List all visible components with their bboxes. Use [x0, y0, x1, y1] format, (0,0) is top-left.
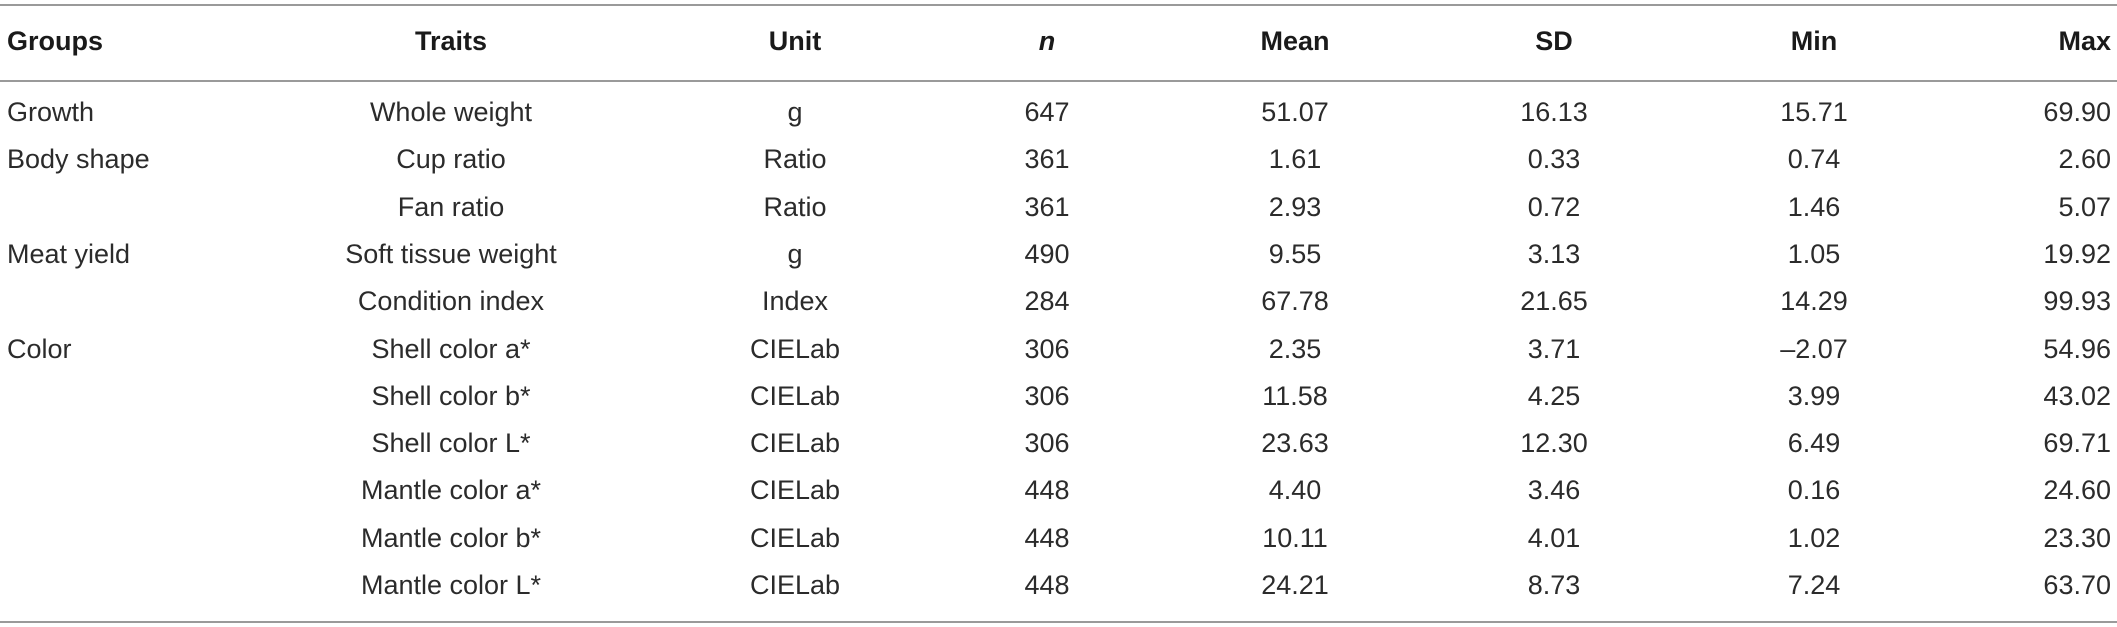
- cell-sd: 0.72: [1527, 191, 1581, 222]
- cell-trait: Shell color b*: [371, 380, 531, 411]
- cell-sd: 3.71: [1527, 333, 1581, 364]
- header-min: Min: [1790, 26, 1838, 56]
- cell-unit: Ratio: [763, 191, 827, 222]
- cell-n: 361: [1024, 191, 1070, 222]
- cell-max: 24.60: [2043, 475, 2111, 506]
- cell-sd: 12.30: [1520, 428, 1588, 459]
- bottom-rule: [0, 621, 2117, 623]
- cell-sd: 16.13: [1520, 97, 1588, 127]
- cell-sd: 0.33: [1527, 144, 1581, 175]
- header-n: n: [1038, 26, 1056, 56]
- header-trait: Traits: [414, 26, 488, 56]
- header-sd: SD: [1535, 26, 1573, 56]
- cell-unit: CIELab: [749, 380, 841, 411]
- cell-min: 15.71: [1780, 97, 1848, 127]
- group-label: Color: [7, 333, 72, 364]
- cell-unit: CIELab: [749, 333, 841, 364]
- cell-max: 54.96: [2043, 333, 2111, 364]
- cell-min: 6.49: [1787, 428, 1841, 459]
- cell-unit: CIELab: [749, 522, 841, 553]
- cell-trait: Shell color a*: [371, 333, 531, 364]
- cell-min: 1.46: [1787, 191, 1841, 222]
- cell-n: 490: [1024, 238, 1070, 269]
- cell-unit: Index: [761, 286, 829, 317]
- cell-n: 284: [1024, 286, 1070, 317]
- cell-min: 3.99: [1787, 380, 1841, 411]
- cell-min: 7.24: [1787, 570, 1841, 600]
- cell-n: 306: [1024, 428, 1070, 459]
- cell-unit: CIELab: [749, 475, 841, 506]
- cell-max: 23.30: [2043, 522, 2111, 553]
- cell-n: 448: [1024, 522, 1070, 553]
- cell-trait: Mantle color a*: [360, 475, 542, 506]
- cell-trait: Mantle color L*: [360, 570, 542, 600]
- cell-mean: 10.11: [1262, 522, 1328, 553]
- cell-sd: 3.13: [1527, 238, 1581, 269]
- cell-unit: CIELab: [749, 428, 841, 459]
- cell-mean: 23.63: [1261, 428, 1329, 459]
- cell-trait: Mantle color b*: [360, 522, 542, 553]
- cell-n: 647: [1024, 97, 1070, 127]
- cell-sd: 21.65: [1520, 286, 1588, 317]
- header-unit: Unit: [768, 26, 822, 56]
- cell-unit: Ratio: [763, 144, 827, 175]
- header-group: Groups: [7, 26, 104, 56]
- cell-mean: 4.40: [1268, 475, 1322, 506]
- cell-mean: 2.93: [1268, 191, 1322, 222]
- cell-max: 43.02: [2043, 380, 2111, 411]
- header-max: Max: [2058, 26, 2111, 56]
- cell-max: 69.71: [2043, 428, 2111, 459]
- group-label: Growth: [7, 97, 95, 127]
- cell-mean: 67.78: [1261, 286, 1329, 317]
- cell-mean: 2.35: [1268, 333, 1322, 364]
- cell-sd: 8.73: [1527, 570, 1581, 600]
- cell-max: 2.60: [2058, 144, 2111, 175]
- cell-n: 448: [1024, 475, 1070, 506]
- top-rule: [0, 4, 2117, 6]
- cell-max: 19.92: [2043, 238, 2111, 269]
- group-label: Body shape: [7, 144, 150, 175]
- cell-trait: Shell color L*: [371, 428, 531, 459]
- cell-max: 63.70: [2043, 570, 2111, 600]
- cell-unit: g: [787, 97, 803, 127]
- cell-mean: 11.58: [1262, 380, 1328, 411]
- cell-mean: 9.55: [1268, 238, 1322, 269]
- cell-sd: 4.01: [1527, 522, 1581, 553]
- cell-max: 5.07: [2058, 191, 2111, 222]
- cell-n: 306: [1024, 380, 1070, 411]
- cell-n: 448: [1024, 570, 1070, 600]
- cell-n: 361: [1024, 144, 1070, 175]
- cell-trait: Cup ratio: [396, 144, 506, 175]
- cell-unit: g: [787, 238, 803, 269]
- cell-min: 1.05: [1787, 238, 1841, 269]
- cell-mean: 1.61: [1268, 144, 1322, 175]
- cell-trait: Condition index: [357, 286, 545, 317]
- cell-trait: Soft tissue weight: [345, 238, 557, 269]
- cell-mean: 51.07: [1261, 97, 1329, 127]
- group-label: Meat yield: [7, 238, 131, 269]
- cell-min: –2.07: [1780, 333, 1848, 364]
- cell-unit: CIELab: [749, 570, 841, 600]
- cell-trait: Whole weight: [369, 97, 533, 127]
- cell-sd: 4.25: [1527, 380, 1581, 411]
- cell-min: 0.74: [1787, 144, 1841, 175]
- header-mean: Mean: [1260, 26, 1330, 56]
- cell-trait: Fan ratio: [397, 191, 505, 222]
- cell-max: 69.90: [2043, 97, 2111, 127]
- cell-sd: 3.46: [1527, 475, 1581, 506]
- header-rule: [0, 80, 2117, 82]
- cell-mean: 24.21: [1261, 570, 1329, 600]
- cell-min: 1.02: [1787, 522, 1841, 553]
- cell-min: 0.16: [1787, 475, 1841, 506]
- cell-n: 306: [1024, 333, 1070, 364]
- cell-max: 99.93: [2043, 286, 2111, 317]
- cell-min: 14.29: [1780, 286, 1848, 317]
